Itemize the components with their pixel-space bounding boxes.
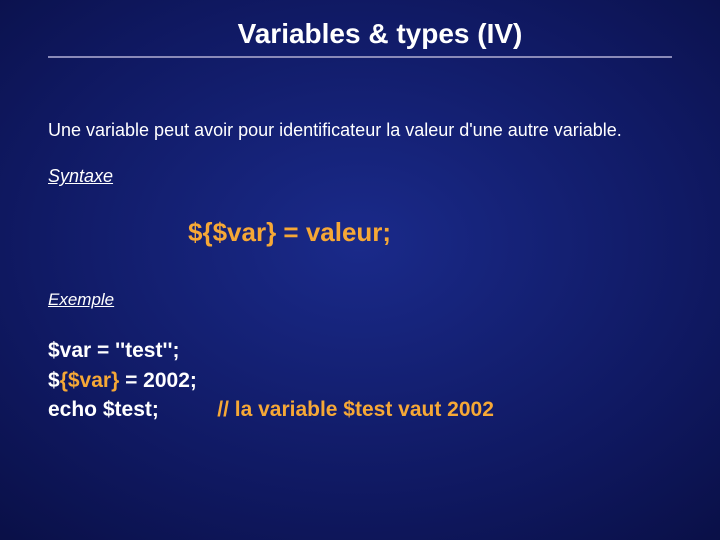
example-label: Exemple [48,290,672,310]
code-l3-a: echo $test; [48,398,159,421]
syntax-label: Syntaxe [48,166,672,187]
code-line-3: echo $test; // la variable $test vaut 20… [48,395,672,424]
intro-text: Une variable peut avoir pour identificat… [48,118,672,142]
code-line-2: ${$var} = 2002; [48,366,672,395]
example-code-block: $var = ''test''; ${$var} = 2002; echo $t… [48,336,672,424]
code-l2-b: {$var} [60,369,120,392]
code-l3-spacer [159,398,217,421]
code-l2-c: = 2002; [119,369,197,392]
slide-container: Variables & types (IV) Une variable peut… [0,0,720,540]
title-underline [48,56,672,58]
code-l2-a: $ [48,369,60,392]
syntax-code: ${$var} = valeur; [188,217,672,248]
code-line-1: $var = ''test''; [48,336,672,365]
slide-title: Variables & types (IV) [48,18,672,50]
code-l3-b: // la variable $test vaut 2002 [217,398,494,421]
